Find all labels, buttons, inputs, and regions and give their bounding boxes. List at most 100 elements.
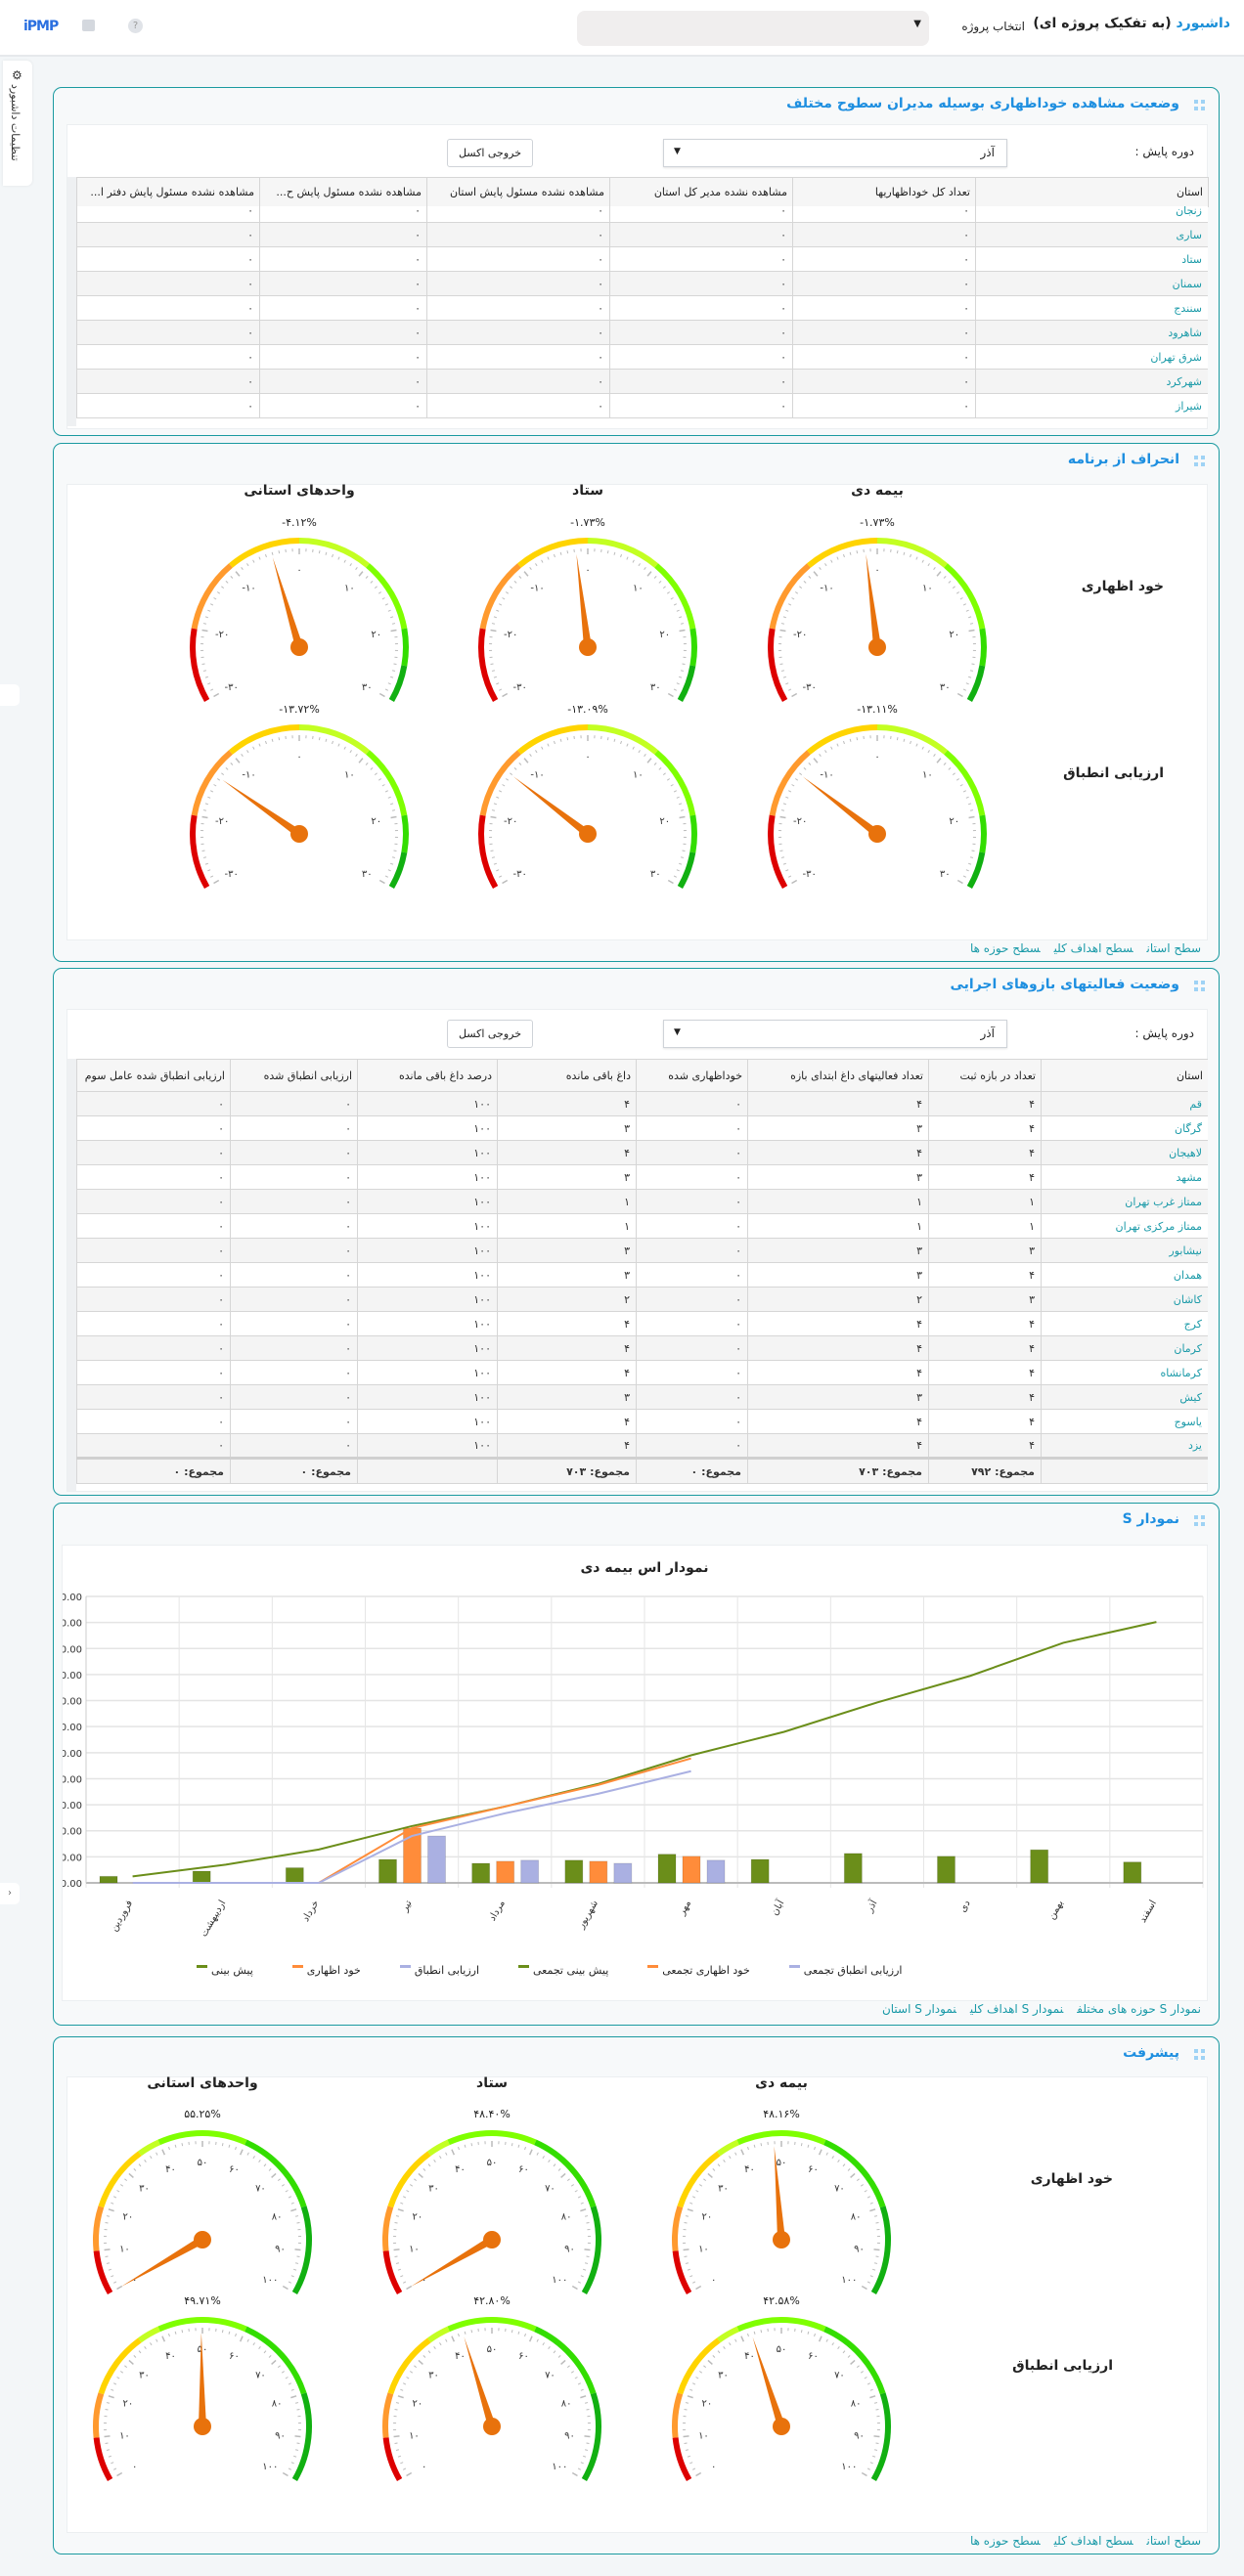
column-header[interactable]: ارزیابی انطباق شده عامل سوم xyxy=(76,1059,231,1092)
legend-item[interactable]: ارزیابی انطباق تجمعی xyxy=(788,1964,902,1977)
table-row[interactable]: ممتاز مرکزی تهران ۱ ۱ ۰ ۱ ۱۰۰ ۰ ۰ xyxy=(76,1213,1208,1239)
link-s-province[interactable]: نمودار S استان xyxy=(881,2002,956,2016)
table-row[interactable]: لاهیجان ۴ ۴ ۰ ۴ ۱۰۰ ۰ ۰ xyxy=(76,1140,1208,1165)
column-header[interactable]: استان xyxy=(1041,1059,1208,1092)
province-link[interactable]: کرمان xyxy=(1041,1335,1208,1361)
observation-table-scroll[interactable]: استان تعداد کل خوداظهاریها مشاهده نشده مدی… xyxy=(67,177,1209,426)
province-link[interactable]: لاهیجان xyxy=(1041,1140,1208,1165)
province-link[interactable]: ستاد xyxy=(975,246,1208,272)
link-s-goals[interactable]: نمودار S اهداف کلی xyxy=(969,2002,1064,2016)
excel-export-button[interactable]: خروجی اکسل xyxy=(447,139,533,167)
legend-item[interactable]: خود اظهاری تجمعی xyxy=(647,1964,750,1977)
province-link[interactable]: ساری xyxy=(975,222,1208,247)
table-row[interactable]: ستاد ۰ ۰ ۰ ۰ ۰ xyxy=(76,246,1208,272)
project-select[interactable]: ▼ xyxy=(577,11,929,46)
province-link[interactable]: شاهرود xyxy=(975,320,1208,345)
province-link[interactable]: کاشان xyxy=(1041,1287,1208,1312)
legend-item[interactable]: پیش بینی xyxy=(197,1964,253,1977)
link-domain-level[interactable]: سطح حوزه ها xyxy=(969,941,1041,955)
link-goals-level[interactable]: سطح اهداف کلی xyxy=(1053,2534,1133,2548)
drag-handle-icon[interactable] xyxy=(1194,1515,1205,1526)
province-link[interactable]: همدان xyxy=(1041,1262,1208,1288)
province-link[interactable]: سمنان xyxy=(975,271,1208,296)
province-link[interactable]: مشهد xyxy=(1041,1164,1208,1190)
column-header[interactable]: استان xyxy=(975,177,1209,207)
drag-handle-icon[interactable] xyxy=(1194,100,1205,110)
province-link[interactable]: کیش xyxy=(1041,1384,1208,1410)
table-row[interactable]: کرمانشاه ۴ ۴ ۰ ۴ ۱۰۰ ۰ ۰ xyxy=(76,1360,1208,1385)
column-header[interactable]: مشاهده نشده مسئول پایش ح... xyxy=(259,177,427,207)
province-link[interactable]: زنجان xyxy=(975,206,1208,223)
province-link[interactable]: شیراز xyxy=(975,393,1208,418)
table-row[interactable]: ممتاز غرب تهران ۱ ۱ ۰ ۱ ۱۰۰ ۰ ۰ xyxy=(76,1189,1208,1214)
province-link[interactable]: کرمانشاه xyxy=(1041,1360,1208,1385)
province-link[interactable]: ممتاز مرکزی تهران xyxy=(1041,1213,1208,1239)
table-row[interactable]: کرمان ۴ ۴ ۰ ۴ ۱۰۰ ۰ ۰ xyxy=(76,1335,1208,1361)
help-icon[interactable]: ? xyxy=(128,19,143,33)
column-header[interactable]: مشاهده نشده مسئول پایش استان xyxy=(426,177,610,207)
chat-icon[interactable] xyxy=(82,20,95,31)
table-row[interactable]: سمنان ۰ ۰ ۰ ۰ ۰ xyxy=(76,271,1208,296)
drag-handle-icon[interactable] xyxy=(1194,981,1205,991)
column-header[interactable]: مشاهده نشده مدیر کل استان xyxy=(609,177,793,207)
column-header[interactable]: مشاهده نشده مسئول پایش دفتر ا... xyxy=(76,177,260,207)
observation-table-body[interactable]: زنجان ۰ ۰ ۰ ۰ ۰ ساری ۰ ۰ ۰ ۰ ۰ ستاد ۰ ۰ ۰ ۰ ۰ سمنان ۰ ۰ ۰ ۰ ۰ سن… xyxy=(76,206,1208,426)
legend-item[interactable]: خود اظهاری xyxy=(291,1964,361,1977)
province-link[interactable]: ممتاز غرب تهران xyxy=(1041,1189,1208,1214)
province-link[interactable]: قم xyxy=(1041,1091,1208,1116)
ipmp-logo[interactable]: iPMP xyxy=(23,19,59,34)
column-header[interactable]: ارزیابی انطباق شده xyxy=(230,1059,358,1092)
link-goals-level[interactable]: سطح اهداف کلی xyxy=(1053,941,1133,955)
table-row[interactable]: یزد ۴ ۴ ۰ ۴ ۱۰۰ ۰ ۰ xyxy=(76,1433,1208,1459)
table-row[interactable]: قم ۴ ۴ ۰ ۴ ۱۰۰ ۰ ۰ xyxy=(76,1091,1208,1116)
legend-item[interactable]: ارزیابی انطباق xyxy=(399,1964,479,1977)
legend-item[interactable]: پیش بینی تجمعی xyxy=(518,1964,608,1977)
province-link[interactable]: شرق تهران xyxy=(975,344,1208,370)
table-row[interactable]: گرگان ۴ ۳ ۰ ۳ ۱۰۰ ۰ ۰ xyxy=(76,1115,1208,1141)
link-province-level[interactable]: سطح استان xyxy=(1146,941,1201,955)
table-row[interactable]: کرج ۴ ۴ ۰ ۴ ۱۰۰ ۰ ۰ xyxy=(76,1311,1208,1336)
table-row[interactable]: یاسوج ۴ ۴ ۰ ۴ ۱۰۰ ۰ ۰ xyxy=(76,1409,1208,1434)
province-link[interactable]: گرگان xyxy=(1041,1115,1208,1141)
link-domain-level[interactable]: سطح حوزه ها xyxy=(969,2534,1041,2548)
province-link[interactable]: کرج xyxy=(1041,1311,1208,1336)
province-link[interactable]: یزد xyxy=(1041,1433,1208,1459)
column-header[interactable]: داغ باقی مانده xyxy=(497,1059,637,1092)
table-row[interactable]: کیش ۴ ۳ ۰ ۳ ۱۰۰ ۰ ۰ xyxy=(76,1384,1208,1410)
province-link[interactable]: یاسوج xyxy=(1041,1409,1208,1434)
gauge-tick xyxy=(803,767,807,770)
table-row[interactable]: زنجان ۰ ۰ ۰ ۰ ۰ xyxy=(76,206,1208,223)
table-row[interactable]: شاهرود ۰ ۰ ۰ ۰ ۰ xyxy=(76,320,1208,345)
table-row[interactable]: همدان ۴ ۳ ۰ ۳ ۱۰۰ ۰ ۰ xyxy=(76,1262,1208,1288)
table-row[interactable]: شیراز ۰ ۰ ۰ ۰ ۰ xyxy=(76,393,1208,418)
link-province-level[interactable]: سطح استان xyxy=(1146,2534,1201,2548)
activities-table-scroll[interactable]: استان تعداد در بازه ثبت تعداد فعالیتهای دا… xyxy=(67,1059,1208,1491)
province-link[interactable]: نیشابور xyxy=(1041,1238,1208,1263)
table-row[interactable]: کاشان ۳ ۲ ۰ ۲ ۱۰۰ ۰ ۰ xyxy=(76,1287,1208,1312)
gauge-tick xyxy=(156,2338,158,2342)
dashboard-settings-tab[interactable]: ⚙ تنظیمات داشبورد xyxy=(3,61,32,186)
column-header[interactable]: تعداد کل خوداظهاریها xyxy=(792,177,976,207)
column-header[interactable]: تعداد در بازه ثبت xyxy=(928,1059,1042,1092)
period-select[interactable]: آذر ▼ xyxy=(663,1020,1007,1048)
province-link[interactable]: شهرکرد xyxy=(975,369,1208,394)
table-row[interactable]: مشهد ۴ ۳ ۰ ۳ ۱۰۰ ۰ ۰ xyxy=(76,1164,1208,1190)
column-header[interactable]: تعداد فعالیتهای داغ ابتدای بازه xyxy=(747,1059,929,1092)
table-row[interactable]: ساری ۰ ۰ ۰ ۰ ۰ xyxy=(76,222,1208,247)
table-cell: ۰ xyxy=(792,246,976,272)
gauge-tick-label: ۰ xyxy=(711,2275,716,2286)
column-header[interactable]: خوداظهاری شده xyxy=(636,1059,748,1092)
column-header[interactable]: درصد داغ باقی مانده xyxy=(357,1059,498,1092)
table-row[interactable]: سنندج ۰ ۰ ۰ ۰ ۰ xyxy=(76,295,1208,321)
table-row[interactable]: نیشابور ۳ ۳ ۰ ۳ ۱۰۰ ۰ ۰ xyxy=(76,1238,1208,1263)
link-s-domains[interactable]: نمودار S حوزه های مختلف xyxy=(1077,2002,1201,2016)
expand-tab[interactable]: › xyxy=(0,1883,20,1904)
table-row[interactable]: شرق تهران ۰ ۰ ۰ ۰ ۰ xyxy=(76,344,1208,370)
drag-handle-icon[interactable] xyxy=(1194,456,1205,466)
drag-handle-icon[interactable] xyxy=(1194,2049,1205,2060)
period-select[interactable]: آذر ▼ xyxy=(663,139,1007,167)
table-row[interactable]: شهرکرد ۰ ۰ ۰ ۰ ۰ xyxy=(76,369,1208,394)
province-link[interactable]: سنندج xyxy=(975,295,1208,321)
excel-export-button[interactable]: خروجی اکسل xyxy=(447,1020,533,1048)
side-handle[interactable] xyxy=(0,684,20,706)
